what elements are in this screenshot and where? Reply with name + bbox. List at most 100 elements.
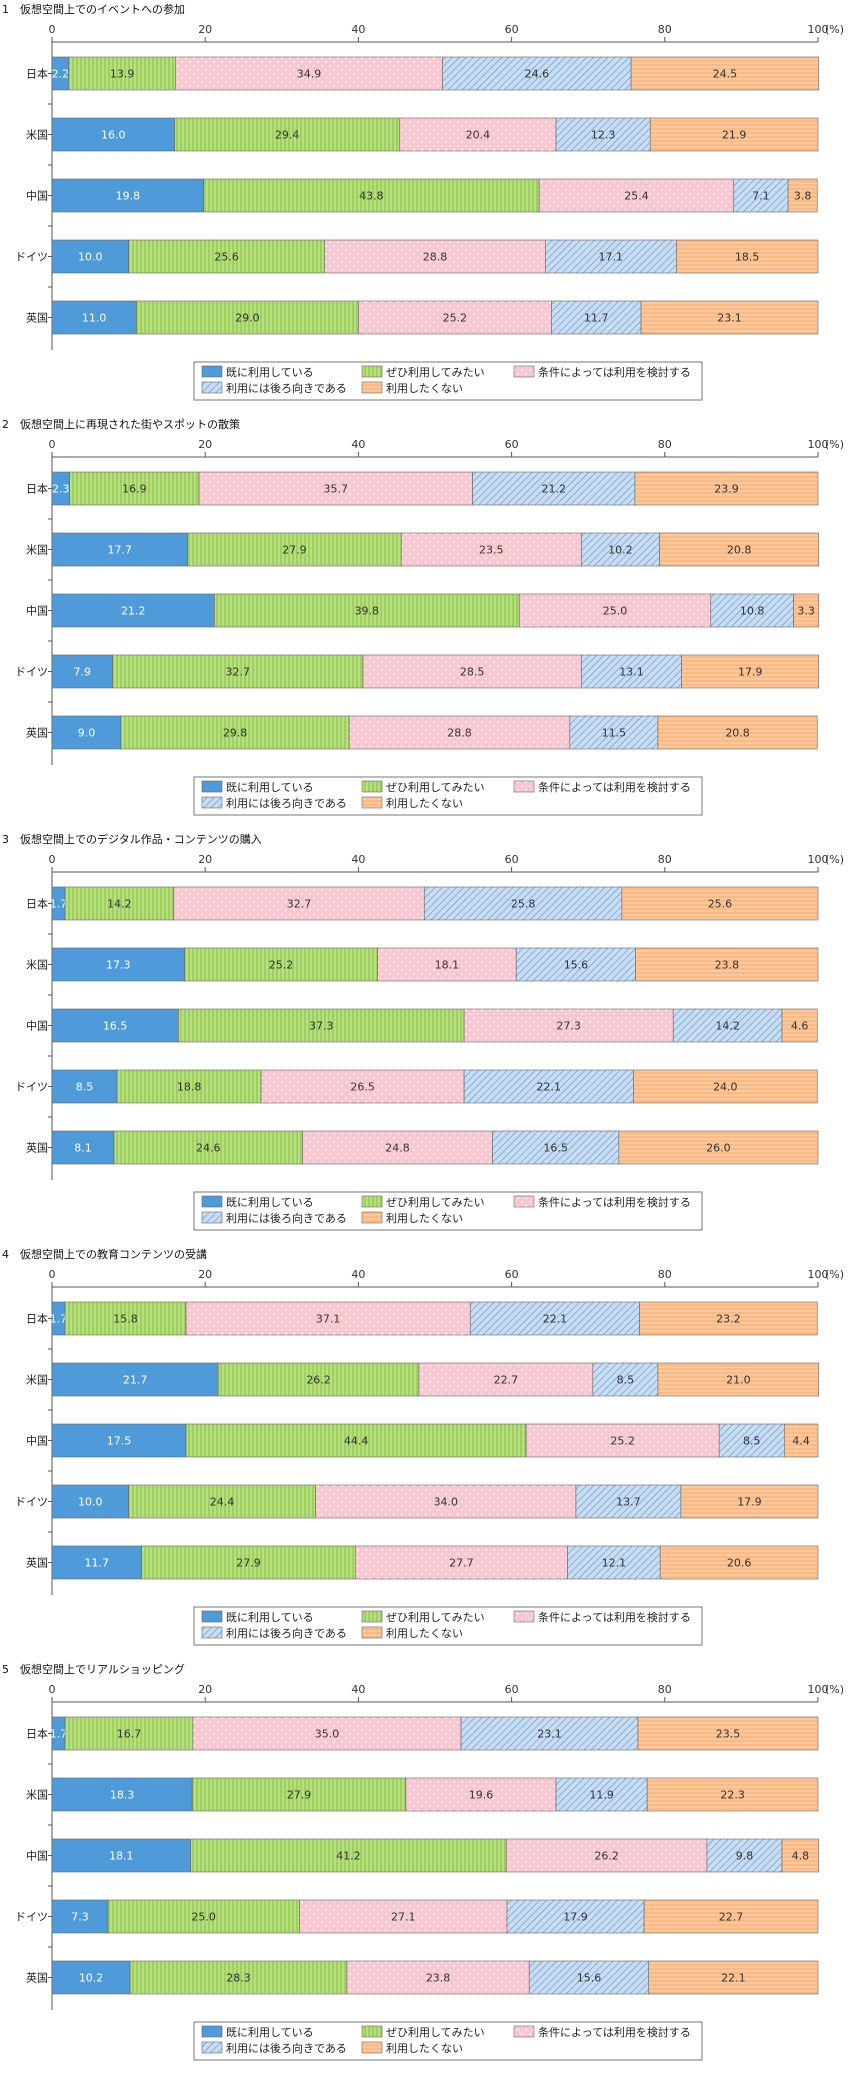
- bar-segment: [260, 1069, 465, 1104]
- legend-box: [193, 1191, 703, 1231]
- data-label: 32.7: [226, 666, 251, 679]
- bar-segment: [787, 178, 818, 213]
- legend-swatch: [513, 780, 535, 793]
- data-label: 27.7: [449, 1557, 474, 1570]
- data-label: 35.0: [315, 1728, 340, 1741]
- bar-segment: [299, 1899, 508, 1934]
- data-label: 11.7: [85, 1557, 110, 1570]
- unit-label: (%): [825, 1683, 844, 1696]
- data-label: 18.1: [435, 959, 460, 972]
- data-label: 21.9: [722, 129, 747, 142]
- bar-segment: [793, 593, 820, 628]
- legend-swatch: [361, 1610, 383, 1623]
- legend-label: 既に利用している: [226, 366, 314, 379]
- x-tick-label: 100: [808, 1268, 829, 1281]
- data-label: 41.2: [336, 1850, 361, 1863]
- data-label: 20.8: [727, 544, 752, 557]
- bar-segment: [706, 1838, 783, 1873]
- data-label: 18.3: [110, 1789, 135, 1802]
- x-tick-label: 80: [658, 853, 672, 866]
- data-label: 34.9: [297, 68, 322, 81]
- data-label: 15.6: [564, 959, 589, 972]
- chart-section-1: 1 仮想空間上でのイベントへの参加 0 20 40 60 80 100(%) 日本 2.2 13.…: [2, 2, 844, 401]
- chart-section-3: 3 仮想空間上でのデジタル作品・コンテンツの購入 0 20 40 60 80 100(%) 日…: [2, 832, 844, 1231]
- bar-segment: [680, 1484, 819, 1519]
- category-label: 米国: [26, 959, 48, 972]
- data-label: 18.5: [735, 251, 760, 264]
- data-label: 27.9: [287, 1789, 312, 1802]
- legend-label: ぜひ利用してみたい: [386, 2026, 485, 2039]
- bar-segment: [472, 471, 636, 506]
- data-label: 25.8: [511, 898, 536, 911]
- bar-segment: [51, 1777, 193, 1812]
- data-label: 17.5: [107, 1435, 132, 1448]
- bar-segment: [51, 178, 204, 213]
- legend-swatch: [361, 365, 383, 378]
- legend-swatch: [361, 381, 383, 394]
- legend-label: 利用したくない: [386, 797, 463, 810]
- data-label: 25.2: [269, 959, 294, 972]
- legend-swatch: [361, 796, 383, 809]
- data-label: 10.2: [79, 1972, 104, 1985]
- data-label: 24.5: [713, 68, 738, 81]
- bar-segment: [463, 1008, 674, 1043]
- bar-segment: [51, 947, 185, 982]
- legend-swatch: [513, 1195, 535, 1208]
- bar-segment: [113, 1130, 303, 1165]
- data-label: 19.6: [469, 1789, 494, 1802]
- data-label: 9.8: [736, 1850, 754, 1863]
- data-label: 28.3: [226, 1972, 251, 1985]
- data-label: 24.0: [713, 1081, 738, 1094]
- data-label: 24.6: [525, 68, 550, 81]
- legend-label: 利用には後ろ向きである: [226, 2041, 347, 2055]
- bar-segment: [112, 654, 364, 689]
- data-label: 2.2: [52, 68, 70, 81]
- chart-title: 1 仮想空間上でのイベントへの参加: [2, 2, 185, 16]
- data-label: 13.9: [110, 68, 135, 81]
- bar-segment: [718, 1423, 785, 1458]
- x-tick-label: 40: [351, 23, 365, 36]
- category-label: ドイツ: [15, 251, 48, 264]
- data-label: 22.1: [537, 1081, 562, 1094]
- legend-label: ぜひ利用してみたい: [386, 781, 485, 794]
- legend-label: ぜひ利用してみたい: [386, 366, 485, 379]
- bar-segment: [51, 593, 215, 628]
- data-label: 3.3: [797, 605, 815, 618]
- legend-label: 既に利用している: [226, 781, 314, 794]
- x-tick-label: 60: [505, 438, 519, 451]
- legend-label: 利用したくない: [386, 1627, 463, 1640]
- data-label: 21.0: [726, 1374, 751, 1387]
- bar-segment: [581, 532, 660, 567]
- data-label: 18.1: [109, 1850, 134, 1863]
- data-label: 7.3: [71, 1911, 89, 1924]
- data-label: 13.7: [616, 1496, 641, 1509]
- bar-segment: [505, 1838, 708, 1873]
- bar-segment: [51, 239, 129, 274]
- data-label: 22.7: [719, 1911, 744, 1924]
- chart-title: 3 仮想空間上でのデジタル作品・コンテンツの購入: [2, 832, 262, 846]
- data-label: 4.4: [792, 1435, 810, 1448]
- category-label: 米国: [26, 544, 48, 557]
- legend-label: ぜひ利用してみたい: [386, 1196, 485, 1209]
- legend-label: 利用には後ろ向きである: [226, 381, 347, 395]
- x-tick-label: 100: [808, 438, 829, 451]
- legend-swatch: [361, 2041, 383, 2054]
- data-label: 25.6: [214, 251, 239, 264]
- bar-segment: [634, 471, 819, 506]
- data-label: 25.2: [443, 312, 468, 325]
- legend-label: 利用したくない: [386, 2042, 463, 2055]
- category-label: 英国: [26, 311, 48, 325]
- bar-segment: [198, 471, 473, 506]
- bar-segment: [569, 715, 659, 750]
- data-label: 1.7: [50, 898, 68, 911]
- data-label: 34.0: [433, 1496, 458, 1509]
- data-label: 10.2: [608, 544, 633, 557]
- bar-segment: [463, 1069, 634, 1104]
- legend-swatch: [201, 2025, 223, 2038]
- bar-segment: [128, 239, 325, 274]
- data-label: 25.6: [708, 898, 733, 911]
- data-label: 4.8: [792, 1850, 810, 1863]
- bar-segment: [783, 1423, 819, 1458]
- category-label: ドイツ: [15, 1081, 48, 1094]
